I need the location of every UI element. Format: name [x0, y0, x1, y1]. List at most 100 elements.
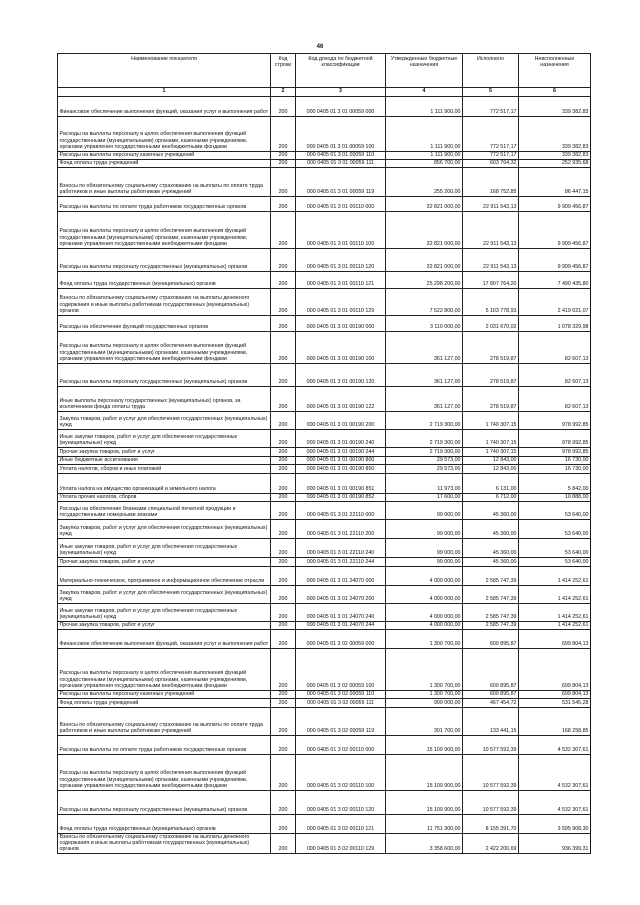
row-name: Взносы по обязательному социальному стра…	[57, 287, 271, 316]
row-unexecuted: 252 935,68	[518, 158, 591, 168]
row-income-code: 000 0405 01 3 01 00110 120	[295, 247, 386, 272]
row-name: Иные выплаты персоналу государственных (…	[57, 385, 271, 412]
row-unexecuted: 699 804,13	[518, 647, 591, 691]
row-executed: 12 843,00	[462, 463, 519, 474]
table-row: Расходы на обеспечение функций государст…	[57, 314, 591, 332]
row-executed: 6 131,00	[462, 472, 519, 494]
row-name: Расходы на выплаты персоналу в целях обе…	[57, 753, 271, 791]
header-approved: Утвержденные бюджетные назначения	[385, 53, 463, 88]
row-income-code: 000 0405 01 3 01 00110 121	[295, 270, 386, 289]
row-unexecuted: 82 607,13	[518, 362, 591, 387]
row-income-code: 000 0405 01 3 02 00059 110	[295, 689, 386, 699]
row-line-code: 200	[270, 697, 296, 708]
row-unexecuted: 53 640,00	[518, 556, 591, 567]
row-unexecuted: 9 909 456,87	[518, 247, 591, 272]
row-unexecuted: 339 382,83	[518, 150, 591, 160]
row-unexecuted: 1 414 252,61	[518, 602, 591, 622]
row-executed: 22 911 543,13	[462, 195, 519, 212]
row-line-code: 200	[270, 689, 296, 699]
row-unexecuted: 7 490 435,80	[518, 270, 591, 289]
row-approved: 2 719 300,00	[385, 410, 463, 430]
row-unexecuted: 1 078 329,98	[518, 314, 591, 332]
row-income-code: 000 0405 01 3 01 00059 000	[295, 95, 386, 117]
row-name: Финансовое обеспечение выполнения функци…	[57, 95, 271, 117]
row-unexecuted: 4 532 307,61	[518, 753, 591, 791]
row-line-code: 200	[270, 210, 296, 249]
table-row: Расходы на выплаты персоналу в целях обе…	[57, 647, 591, 691]
table-row: Иные закупки товаров, работ и услуг для …	[57, 428, 591, 448]
row-income-code: 000 0405 01 3 01 00190 200	[295, 410, 386, 430]
row-name: Расходы на выплаты персоналу в целях обе…	[57, 210, 271, 249]
row-line-code: 200	[270, 330, 296, 364]
row-unexecuted: 531 545,28	[518, 697, 591, 708]
table-row: Расходы на выплаты персоналу в целях обе…	[57, 753, 591, 791]
row-line-code: 200	[270, 734, 296, 755]
row-executed: 1 740 307,15	[462, 410, 519, 430]
row-name: Закупка товаров, работ и услуг для обесп…	[57, 410, 271, 430]
table-row: Взносы по обязательному социальному стра…	[57, 287, 591, 316]
table-row: Закупка товаров, работ и услуг для обесп…	[57, 410, 591, 430]
row-executed: 2 585 747,39	[462, 565, 519, 586]
row-unexecuted: 699 804,13	[518, 628, 591, 649]
row-approved: 255 200,00	[385, 166, 463, 197]
row-unexecuted: 3 595 908,30	[518, 813, 591, 834]
row-income-code: 000 0405 01 3 02 00059 111	[295, 697, 386, 708]
row-unexecuted: 16 730,00	[518, 455, 591, 465]
row-income-code: 000 0405 01 3 01 22110 200	[295, 518, 386, 539]
row-approved: 15 109 900,00	[385, 734, 463, 755]
row-name: Уплата налогов, сборов и иных платежей	[57, 463, 271, 474]
row-name: Иные закупки товаров, работ и услуг для …	[57, 428, 271, 448]
row-unexecuted: 16 730,00	[518, 463, 591, 474]
row-executed: 2 422 200,69	[462, 832, 519, 854]
table-row: Расходы на выплаты персоналу казенных уч…	[57, 150, 591, 160]
row-approved: 3 110 000,00	[385, 314, 463, 332]
table-row: Фонд оплаты труда государственных (муниц…	[57, 270, 591, 289]
table-body: Финансовое обеспечение выполнения функци…	[57, 95, 591, 854]
row-unexecuted: 339 382,83	[518, 115, 591, 152]
row-income-code: 000 0405 01 3 02 00110 000	[295, 734, 386, 755]
row-approved: 2 719 300,00	[385, 446, 463, 457]
row-name: Расходы на выплаты персоналу в целях обе…	[57, 647, 271, 691]
row-income-code: 000 0405 01 3 01 00190 852	[295, 492, 386, 502]
row-unexecuted: 1 414 252,61	[518, 584, 591, 604]
row-name: Расходы на выплаты персоналу государстве…	[57, 362, 271, 387]
row-unexecuted: 53 640,00	[518, 518, 591, 539]
row-name: Взносы по обязательному социальному стра…	[57, 832, 271, 854]
table-row: Расходы на обеспечение бланками специаль…	[57, 500, 591, 520]
row-line-code: 200	[270, 832, 296, 854]
row-income-code: 000 0405 01 3 02 00110 121	[295, 813, 386, 834]
row-name: Финансовое обеспечение выполнения функци…	[57, 628, 271, 649]
row-income-code: 000 0405 01 3 01 00190 122	[295, 385, 386, 412]
row-unexecuted: 4 532 307,61	[518, 734, 591, 755]
row-income-code: 000 0405 01 3 01 00059 110	[295, 150, 386, 160]
row-executed: 133 441,15	[462, 706, 519, 736]
row-income-code: 000 0405 01 3 01 00190 100	[295, 330, 386, 364]
row-income-code: 000 0405 01 3 01 00110 000	[295, 195, 386, 212]
row-executed: 772 517,17	[462, 115, 519, 152]
row-unexecuted: 978 992,85	[518, 428, 591, 448]
table-row: Расходы на выплаты по оплате труда работ…	[57, 734, 591, 755]
table-row: Иные выплаты персоналу государственных (…	[57, 385, 591, 412]
table-row: Фонд оплаты труда учреждений 200 000 0405 …	[57, 158, 591, 168]
row-approved: 361 127,00	[385, 385, 463, 412]
row-name: Материально-техническое, программное и и…	[57, 565, 271, 586]
row-approved: 29 573,00	[385, 463, 463, 474]
row-income-code: 000 0405 01 3 02 00110 120	[295, 789, 386, 815]
row-line-code: 200	[270, 628, 296, 649]
row-income-code: 000 0405 01 3 02 00059 100	[295, 647, 386, 691]
table-row: Расходы на выплаты персоналу государстве…	[57, 362, 591, 387]
row-executed: 278 519,87	[462, 385, 519, 412]
table-row: Финансовое обеспечение выполнения функци…	[57, 95, 591, 117]
row-line-code: 200	[270, 565, 296, 586]
row-income-code: 000 0405 01 3 02 00110 100	[295, 753, 386, 791]
row-approved: 25 298 200,00	[385, 270, 463, 289]
row-unexecuted: 86 447,15	[518, 166, 591, 197]
row-executed: 6 712,00	[462, 492, 519, 502]
row-income-code: 000 0405 01 3 01 00190 800	[295, 455, 386, 465]
table-row: Прочая закупка товаров, работ и услуг 200…	[57, 446, 591, 457]
row-executed: 45 360,00	[462, 500, 519, 520]
row-line-code: 200	[270, 428, 296, 448]
row-executed: 2 585 747,39	[462, 602, 519, 622]
row-executed: 2 031 670,02	[462, 314, 519, 332]
row-unexecuted: 82 607,13	[518, 330, 591, 364]
